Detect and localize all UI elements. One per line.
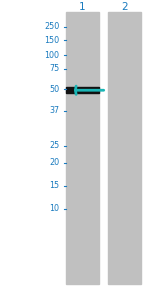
Bar <box>66 87 99 93</box>
Text: 1: 1 <box>79 2 86 12</box>
Text: 25: 25 <box>49 142 59 150</box>
Text: 20: 20 <box>49 159 59 167</box>
Text: 50: 50 <box>49 85 59 94</box>
Text: 10: 10 <box>49 204 59 213</box>
Text: 37: 37 <box>49 106 59 115</box>
Bar <box>66 12 99 284</box>
Bar <box>108 12 141 284</box>
Text: 2: 2 <box>121 2 128 12</box>
Text: 15: 15 <box>49 181 59 190</box>
Text: 150: 150 <box>44 36 59 45</box>
Text: 75: 75 <box>49 64 59 73</box>
Text: 100: 100 <box>44 51 59 59</box>
Text: 250: 250 <box>44 23 59 31</box>
